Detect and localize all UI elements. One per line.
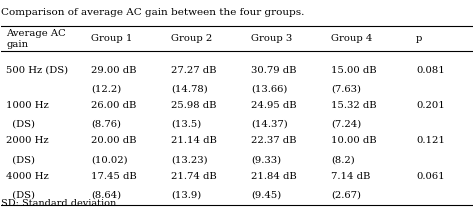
Text: (DS): (DS) bbox=[6, 155, 35, 164]
Text: 17.45 dB: 17.45 dB bbox=[91, 172, 137, 181]
Text: 0.121: 0.121 bbox=[416, 136, 445, 145]
Text: p: p bbox=[416, 34, 422, 43]
Text: 20.00 dB: 20.00 dB bbox=[91, 136, 137, 145]
Text: 21.14 dB: 21.14 dB bbox=[171, 136, 217, 145]
Text: Group 4: Group 4 bbox=[331, 34, 373, 43]
Text: 1000 Hz: 1000 Hz bbox=[6, 101, 49, 110]
Text: (8.76): (8.76) bbox=[91, 120, 121, 129]
Text: (13.23): (13.23) bbox=[171, 155, 208, 164]
Text: 0.061: 0.061 bbox=[416, 172, 445, 181]
Text: (9.45): (9.45) bbox=[251, 191, 282, 200]
Text: (7.63): (7.63) bbox=[331, 84, 361, 93]
Text: 27.27 dB: 27.27 dB bbox=[171, 66, 217, 75]
Text: Average AC
gain: Average AC gain bbox=[6, 29, 66, 49]
Text: (14.37): (14.37) bbox=[251, 120, 288, 129]
Text: (12.2): (12.2) bbox=[91, 84, 121, 93]
Text: 15.32 dB: 15.32 dB bbox=[331, 101, 377, 110]
Text: (DS): (DS) bbox=[6, 191, 35, 200]
Text: Comparison of average AC gain between the four groups.: Comparison of average AC gain between th… bbox=[1, 8, 305, 17]
Text: (9.33): (9.33) bbox=[251, 155, 281, 164]
Text: 4000 Hz: 4000 Hz bbox=[6, 172, 49, 181]
Text: (7.24): (7.24) bbox=[331, 120, 362, 129]
Text: 21.74 dB: 21.74 dB bbox=[171, 172, 217, 181]
Text: 29.00 dB: 29.00 dB bbox=[91, 66, 137, 75]
Text: Group 2: Group 2 bbox=[171, 34, 212, 43]
Text: (14.78): (14.78) bbox=[171, 84, 208, 93]
Text: Group 3: Group 3 bbox=[251, 34, 292, 43]
Text: 24.95 dB: 24.95 dB bbox=[251, 101, 297, 110]
Text: 22.37 dB: 22.37 dB bbox=[251, 136, 297, 145]
Text: (10.02): (10.02) bbox=[91, 155, 128, 164]
Text: 0.081: 0.081 bbox=[416, 66, 445, 75]
Text: 0.201: 0.201 bbox=[416, 101, 445, 110]
Text: 25.98 dB: 25.98 dB bbox=[171, 101, 217, 110]
Text: 26.00 dB: 26.00 dB bbox=[91, 101, 137, 110]
Text: SD: Standard deviation: SD: Standard deviation bbox=[1, 199, 117, 208]
Text: (13.5): (13.5) bbox=[171, 120, 201, 129]
Text: 7.14 dB: 7.14 dB bbox=[331, 172, 371, 181]
Text: Group 1: Group 1 bbox=[91, 34, 132, 43]
Text: (DS): (DS) bbox=[6, 120, 35, 129]
Text: (8.2): (8.2) bbox=[331, 155, 355, 164]
Text: 2000 Hz: 2000 Hz bbox=[6, 136, 49, 145]
Text: (13.66): (13.66) bbox=[251, 84, 288, 93]
Text: 15.00 dB: 15.00 dB bbox=[331, 66, 377, 75]
Text: (13.9): (13.9) bbox=[171, 191, 201, 200]
Text: 500 Hz (DS): 500 Hz (DS) bbox=[6, 66, 68, 75]
Text: (2.67): (2.67) bbox=[331, 191, 361, 200]
Text: 10.00 dB: 10.00 dB bbox=[331, 136, 377, 145]
Text: 21.84 dB: 21.84 dB bbox=[251, 172, 297, 181]
Text: 30.79 dB: 30.79 dB bbox=[251, 66, 297, 75]
Text: (8.64): (8.64) bbox=[91, 191, 121, 200]
